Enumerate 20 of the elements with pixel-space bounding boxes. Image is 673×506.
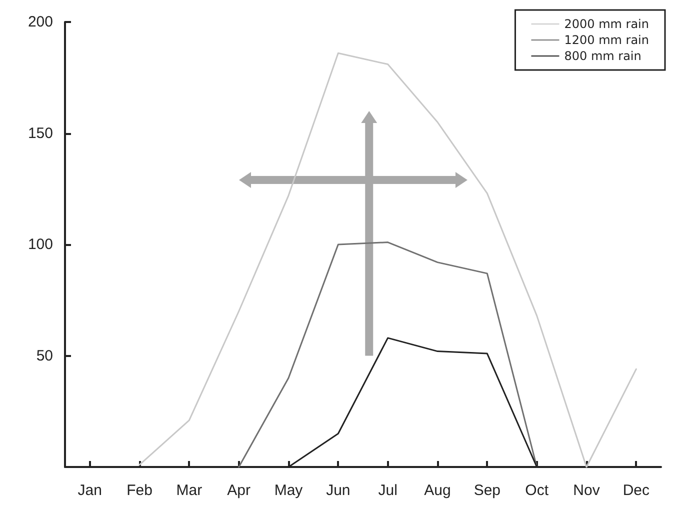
- y-tick-label: 150: [28, 124, 53, 142]
- x-tick-label: Mar: [176, 482, 202, 499]
- x-tick-label: Sep: [474, 482, 501, 499]
- y-tick-label: 100: [28, 236, 53, 253]
- legend-label: 800 mm rain: [564, 49, 642, 63]
- x-tick-label: Feb: [126, 482, 152, 499]
- x-tick-label: Jan: [78, 482, 102, 499]
- x-tick-label: May: [274, 482, 304, 499]
- y-tick-label: 50: [36, 347, 53, 364]
- x-tick-label: Oct: [525, 482, 550, 499]
- x-tick-label: Aug: [424, 482, 451, 499]
- x-tick-label: Nov: [573, 482, 600, 499]
- y-tick-label: 200: [28, 14, 53, 30]
- legend-label: 1200 mm rain: [564, 33, 650, 47]
- x-tick-label: Jul: [378, 482, 398, 499]
- x-tick-label: Jun: [326, 482, 350, 499]
- x-tick-label: Dec: [622, 482, 650, 499]
- line-series: [238, 242, 538, 468]
- legend-label: 2000 mm rain: [564, 17, 650, 31]
- x-tick-label: Apr: [227, 482, 251, 499]
